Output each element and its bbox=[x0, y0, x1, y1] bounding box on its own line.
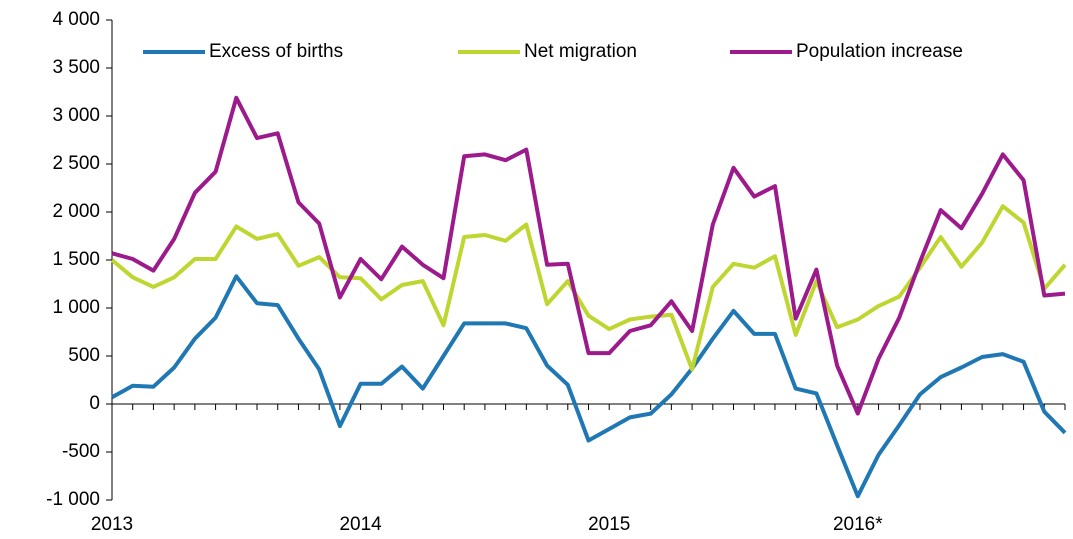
y-tick-label: 1 500 bbox=[52, 249, 100, 270]
legend-label: Net migration bbox=[524, 41, 637, 62]
legend-label: Population increase bbox=[796, 41, 963, 62]
x-tick-label: 2015 bbox=[588, 514, 630, 535]
x-tick-label: 2014 bbox=[339, 514, 382, 535]
legend-label: Excess of births bbox=[209, 41, 343, 62]
series-line bbox=[111, 95, 1066, 416]
y-tick-label: -1 000 bbox=[46, 489, 100, 510]
y-tick-label: 2 000 bbox=[52, 201, 100, 222]
y-tick-label: 2 500 bbox=[52, 153, 100, 174]
y-tick-label: 1 000 bbox=[52, 297, 100, 318]
series-line bbox=[111, 274, 1067, 499]
y-tick-label: 500 bbox=[68, 345, 100, 366]
x-tick-label: 2016* bbox=[833, 514, 883, 535]
y-tick-label: 3 000 bbox=[52, 105, 100, 126]
y-tick-label: 4 000 bbox=[52, 9, 100, 30]
x-tick-label: 2013 bbox=[91, 514, 133, 535]
series-line bbox=[110, 204, 1067, 372]
y-tick-label: -500 bbox=[62, 441, 100, 462]
y-tick-label: 0 bbox=[89, 393, 100, 414]
y-tick-label: 3 500 bbox=[52, 57, 100, 78]
